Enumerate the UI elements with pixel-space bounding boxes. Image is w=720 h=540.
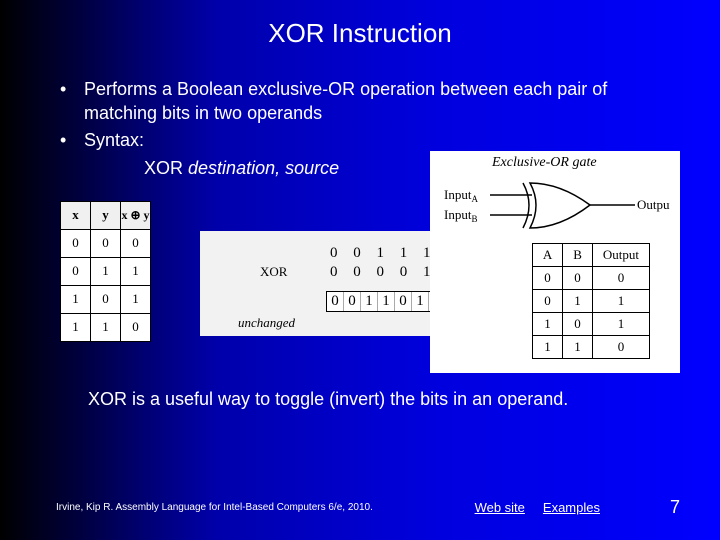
table-row: 110	[61, 313, 151, 341]
bit: 1	[412, 292, 429, 311]
table-row: 000	[532, 266, 649, 289]
out-header-b: B	[563, 243, 593, 266]
input-a-label: Input	[444, 187, 472, 202]
table-row: 101	[532, 312, 649, 335]
cell: 1	[91, 257, 121, 285]
table-row: 011	[61, 257, 151, 285]
table-row: 011	[532, 289, 649, 312]
cell: 1	[532, 335, 562, 358]
bullet-2-text: Syntax:	[84, 128, 144, 152]
cell: 1	[121, 257, 151, 285]
figure-area: x y x ⊕ y 000 011 101 110 0 0 1 1 1 0 1 …	[60, 191, 680, 381]
slide-title: XOR Instruction	[0, 0, 720, 49]
cell: 0	[532, 289, 562, 312]
out-header-a: A	[532, 243, 562, 266]
xor-op-label: XOR	[260, 264, 287, 280]
cell: 0	[121, 229, 151, 257]
output-label: Output	[637, 197, 670, 212]
cell: 0	[121, 313, 151, 341]
bullet-dot-icon: •	[60, 128, 84, 152]
svg-text:InputB: InputB	[444, 207, 477, 224]
cell: 0	[61, 257, 91, 285]
truth-header-op: x ⊕ y	[121, 201, 151, 229]
xor-gate-icon: InputA InputB Output	[440, 173, 670, 238]
citation: Irvine, Kip R. Assembly Language for Int…	[56, 502, 475, 513]
examples-link[interactable]: Examples	[543, 500, 600, 515]
cell: 0	[592, 266, 649, 289]
footer: Irvine, Kip R. Assembly Language for Int…	[0, 497, 720, 518]
unchanged-label: unchanged	[238, 315, 295, 331]
cell: 1	[563, 335, 593, 358]
summary-text: XOR is a useful way to toggle (invert) t…	[88, 389, 680, 410]
cell: 0	[563, 266, 593, 289]
truth-header-y: y	[91, 201, 121, 229]
cell: 0	[592, 335, 649, 358]
cell: 0	[91, 229, 121, 257]
cell: 1	[592, 289, 649, 312]
gate-title: Exclusive-OR gate	[492, 155, 597, 171]
truth-header-x: x	[61, 201, 91, 229]
content-area: • Performs a Boolean exclusive-OR operat…	[0, 49, 720, 410]
input-b-label: Input	[444, 207, 472, 222]
input-a-sub: A	[471, 194, 478, 204]
bit: 1	[361, 292, 378, 311]
cell: 1	[61, 313, 91, 341]
table-row: 110	[532, 335, 649, 358]
website-link[interactable]: Web site	[475, 500, 525, 515]
output-truth-table: ABOutput 000 011 101 110	[532, 243, 650, 359]
bullet-1-text: Performs a Boolean exclusive-OR operatio…	[84, 77, 680, 126]
bit: 1	[378, 292, 395, 311]
cell: 0	[61, 229, 91, 257]
truth-table: x y x ⊕ y 000 011 101 110	[60, 201, 151, 342]
page-number: 7	[670, 497, 680, 518]
bullet-2: • Syntax:	[60, 128, 680, 152]
bit: 0	[395, 292, 412, 311]
cell: 1	[532, 312, 562, 335]
cell: 1	[61, 285, 91, 313]
table-row: 000	[61, 229, 151, 257]
cell: 0	[532, 266, 562, 289]
gate-panel: Exclusive-OR gate InputA InputB Output A…	[430, 151, 680, 373]
cell: 0	[91, 285, 121, 313]
svg-text:InputA: InputA	[444, 187, 478, 204]
syntax-instr: XOR	[144, 158, 183, 178]
table-row: 101	[61, 285, 151, 313]
bit: 0	[344, 292, 361, 311]
cell: 1	[592, 312, 649, 335]
input-b-sub: B	[471, 214, 477, 224]
bullet-1: • Performs a Boolean exclusive-OR operat…	[60, 77, 680, 126]
cell: 0	[563, 312, 593, 335]
footer-links: Web site Examples	[475, 500, 600, 515]
cell: 1	[91, 313, 121, 341]
bit: 0	[327, 292, 344, 311]
syntax-args: destination, source	[188, 158, 339, 178]
cell: 1	[121, 285, 151, 313]
out-header-o: Output	[592, 243, 649, 266]
cell: 1	[563, 289, 593, 312]
bullet-dot-icon: •	[60, 77, 84, 101]
